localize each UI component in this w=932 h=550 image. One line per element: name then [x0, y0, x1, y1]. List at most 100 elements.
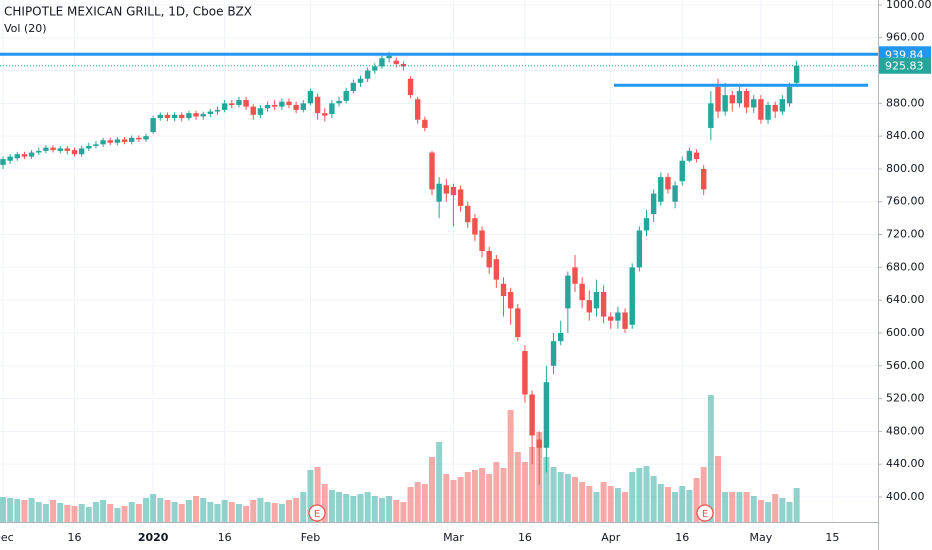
- earnings-marker[interactable]: E: [696, 504, 714, 522]
- volume-bar: [50, 500, 57, 522]
- candle-body: [786, 86, 793, 104]
- candle-body: [293, 104, 299, 110]
- volume-bar: [14, 499, 21, 522]
- y-tick-label: 600.00: [886, 326, 925, 339]
- candle-body: [307, 91, 314, 104]
- candle-body: [279, 101, 285, 107]
- volume-bar: [457, 477, 464, 522]
- volume-bar: [636, 468, 643, 522]
- volume-bar: [42, 504, 49, 522]
- candle-body: [543, 382, 550, 448]
- candle-body: [100, 140, 106, 145]
- candle-body: [186, 113, 192, 119]
- candle-body: [7, 156, 13, 161]
- volume-bar: [178, 504, 185, 522]
- volume-bar: [700, 467, 707, 522]
- candle-body: [93, 144, 99, 146]
- candle-body: [736, 91, 743, 104]
- x-tick-label: 16: [518, 531, 532, 544]
- y-tick-label: 1000.00: [886, 0, 932, 11]
- volume-bar: [21, 500, 28, 522]
- candle-body: [679, 160, 685, 182]
- candle-body: [572, 267, 578, 284]
- candle-body: [522, 351, 528, 395]
- candle-body: [422, 119, 428, 128]
- candle-body: [772, 104, 778, 112]
- candle-body: [264, 104, 271, 109]
- candle-body: [193, 113, 199, 117]
- volume-bar: [550, 467, 557, 522]
- candle-body: [708, 103, 714, 128]
- candle-body: [479, 230, 485, 251]
- volume-bar: [679, 486, 686, 522]
- candle-body: [529, 394, 535, 436]
- volume-bar: [171, 502, 178, 522]
- y-tick-label: 400.00: [886, 490, 925, 503]
- volume-bar: [114, 508, 121, 522]
- volume-bar: [336, 492, 343, 522]
- candle-body: [343, 91, 349, 101]
- volume-bar: [629, 472, 636, 522]
- candle-body: [357, 78, 364, 83]
- candle-body: [472, 218, 478, 235]
- candle-pane: [0, 51, 878, 485]
- volume-bar: [243, 506, 250, 522]
- candle-body: [515, 308, 521, 338]
- volume-bar: [664, 487, 671, 522]
- candle-body: [107, 140, 113, 143]
- candle-body: [507, 291, 514, 309]
- volume-bar: [400, 502, 407, 522]
- candle-body: [536, 439, 542, 448]
- volume-bar: [600, 482, 607, 522]
- candle-body: [686, 150, 693, 161]
- volume-bar: [715, 456, 721, 522]
- volume-bar: [572, 477, 578, 522]
- volume-bar: [607, 486, 614, 522]
- y-tick-label: 480.00: [886, 424, 925, 437]
- volume-bar: [85, 507, 92, 522]
- volume-bar: [357, 494, 364, 522]
- y-tick-label: 560.00: [886, 359, 925, 372]
- candle-body: [257, 108, 264, 115]
- candle-body: [693, 152, 700, 160]
- y-tick-label: 440.00: [886, 457, 925, 470]
- candle-body: [14, 154, 20, 159]
- volume-bar: [765, 502, 772, 522]
- candle-body: [622, 312, 628, 329]
- volume-bar: [64, 505, 71, 522]
- volume-bar: [207, 502, 214, 522]
- x-tick-label: Mar: [443, 531, 464, 544]
- volume-bar: [250, 500, 257, 522]
- candle-body: [336, 100, 342, 104]
- volume-bar: [235, 504, 242, 522]
- candle-body: [272, 104, 278, 107]
- candle-body: [765, 104, 771, 120]
- volume-bar: [429, 457, 435, 522]
- volume-bar: [514, 452, 521, 522]
- volume-bar: [614, 488, 621, 522]
- earnings-marker[interactable]: E: [308, 504, 326, 522]
- volume-bar: [157, 498, 164, 522]
- candle-body: [221, 103, 228, 110]
- candle-body: [751, 99, 757, 108]
- candle-body: [672, 185, 678, 202]
- candle-body: [793, 65, 800, 83]
- volume-bar: [736, 492, 743, 522]
- candle-body: [157, 114, 163, 119]
- volume-bar: [386, 496, 393, 522]
- earnings-text: E: [702, 509, 708, 520]
- volume-bar: [264, 502, 271, 522]
- candle-body: [393, 60, 399, 64]
- candle-body: [329, 103, 335, 114]
- candle-body: [171, 114, 178, 119]
- volume-bar: [293, 498, 300, 522]
- candle-body: [729, 95, 735, 104]
- volume-bar: [221, 500, 228, 522]
- volume-bar: [286, 500, 292, 522]
- volume-bar: [707, 395, 714, 522]
- candle-body: [450, 186, 457, 196]
- volume-bar: [364, 492, 371, 522]
- candle-body: [615, 312, 621, 321]
- volume-bar: [779, 498, 786, 522]
- candle-body: [500, 283, 507, 297]
